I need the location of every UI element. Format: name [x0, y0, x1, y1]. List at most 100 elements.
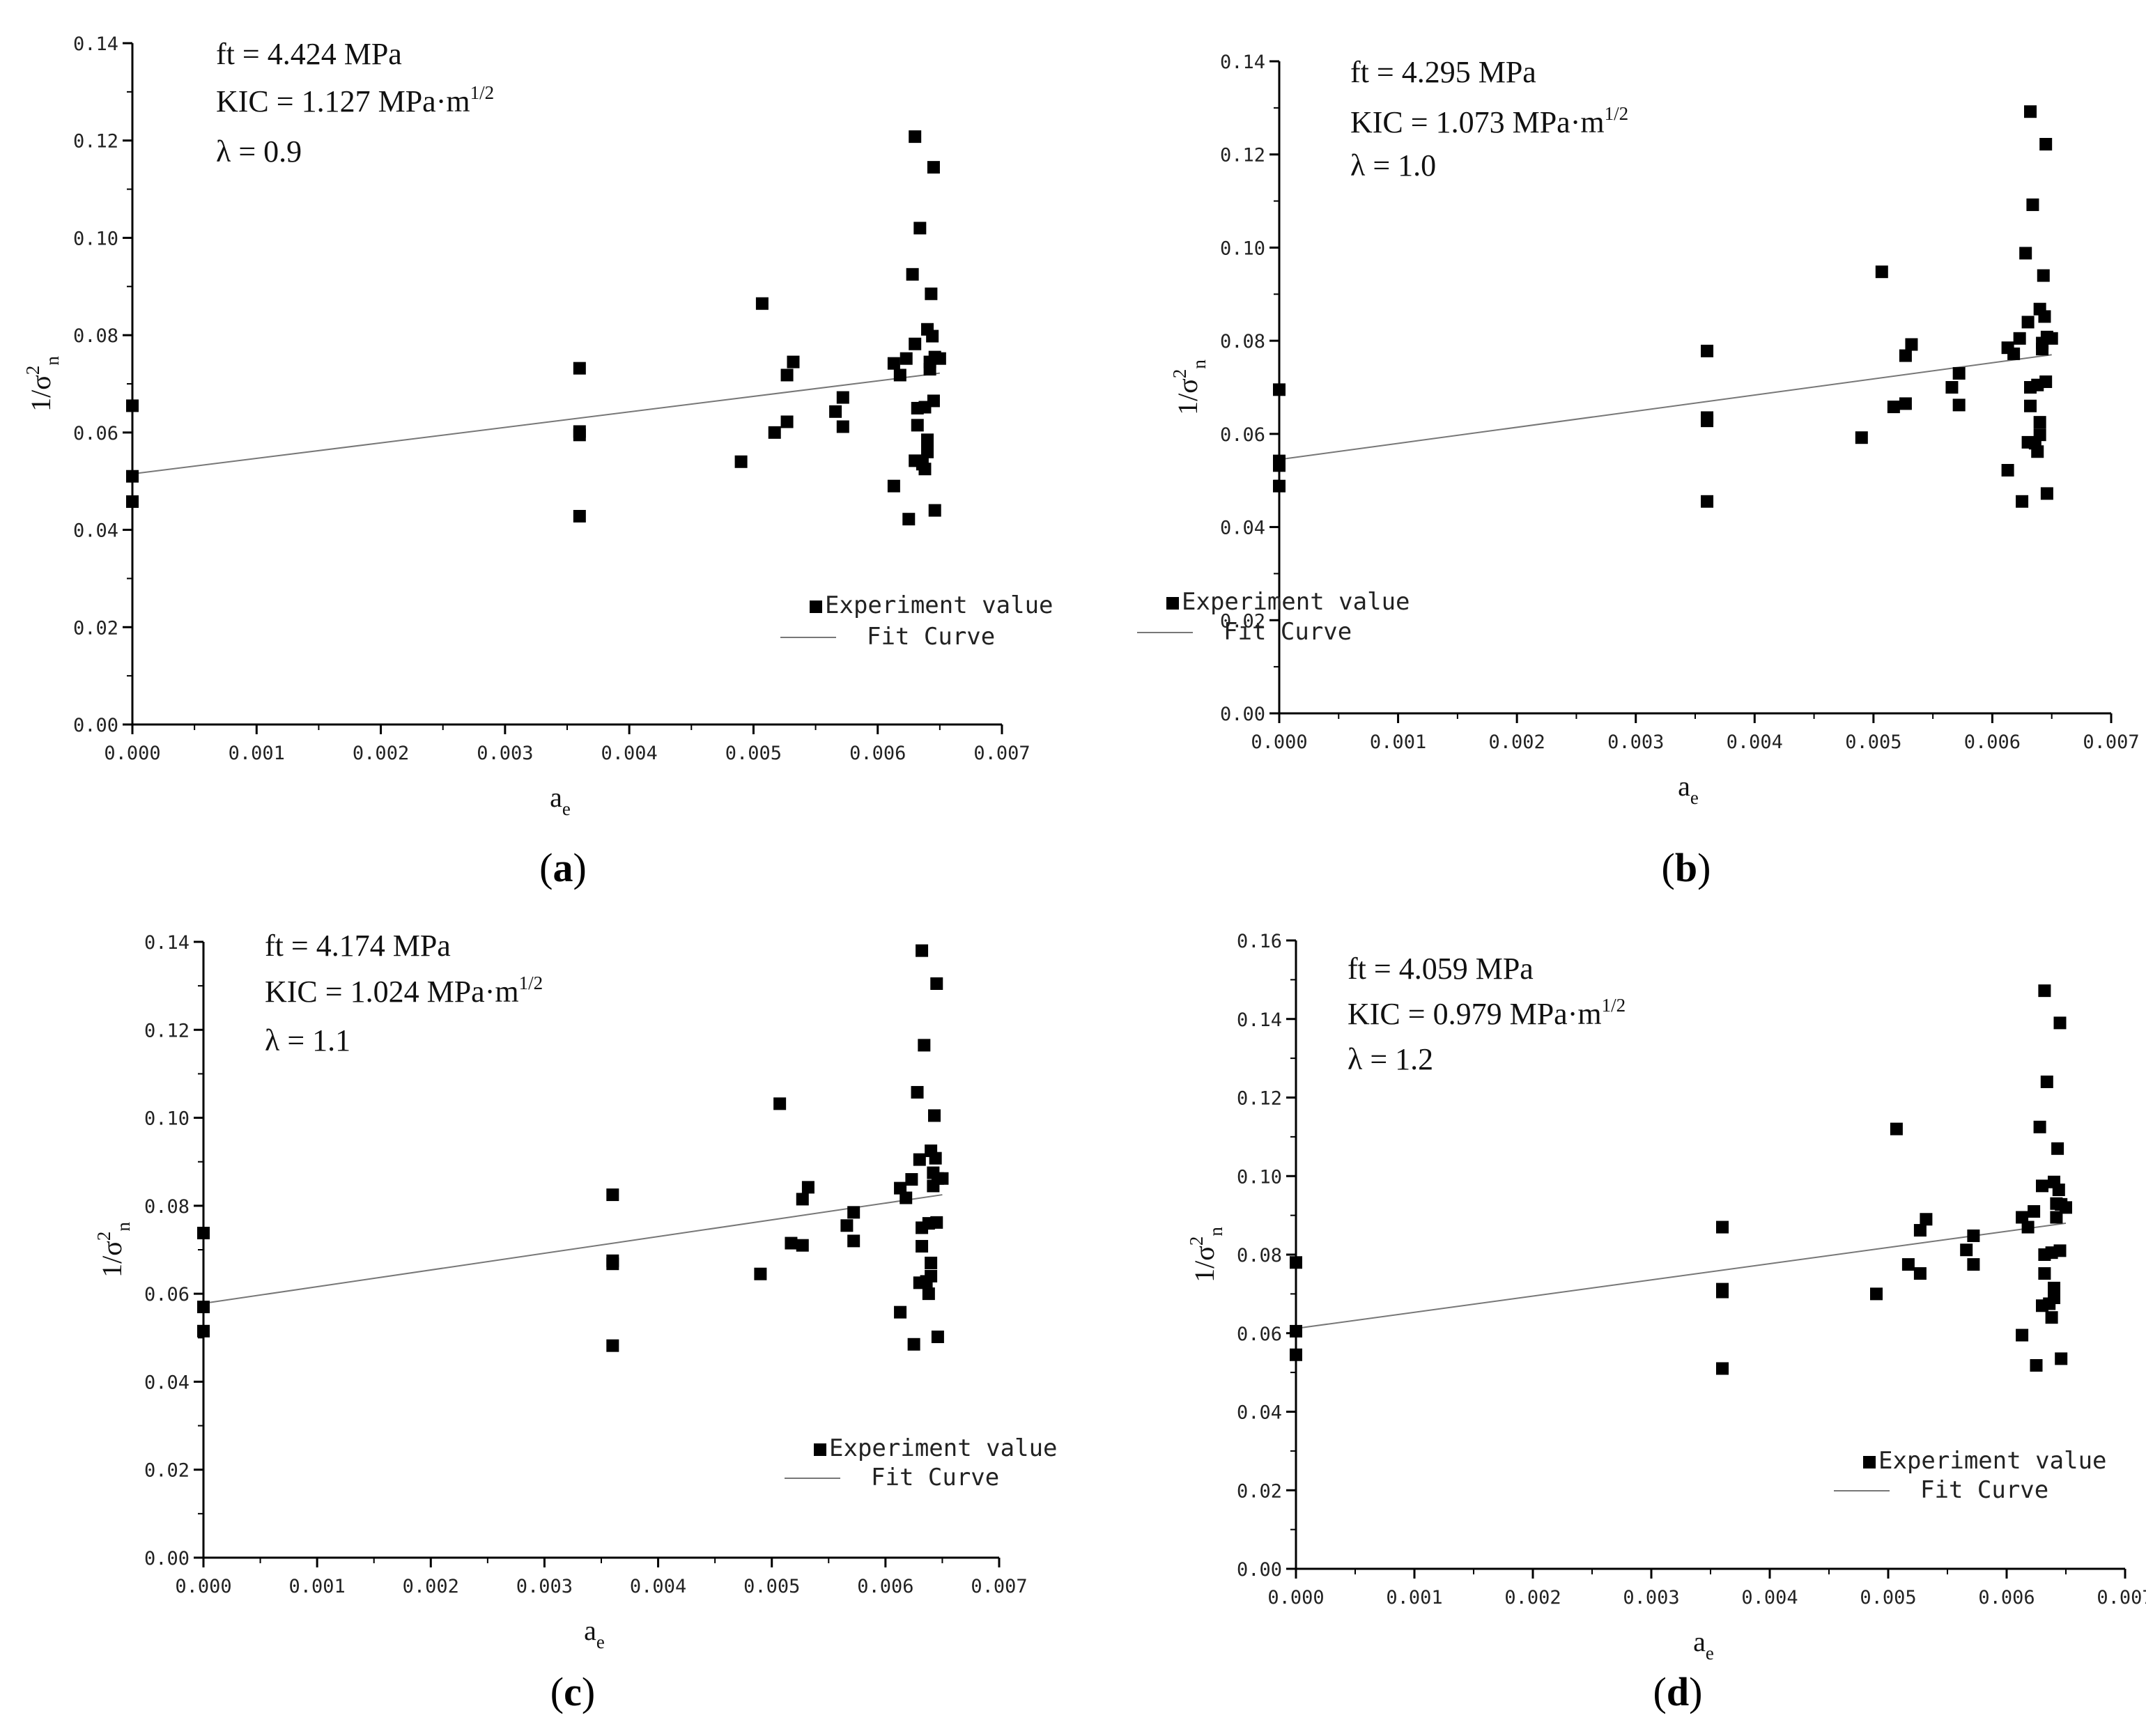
annotation-lambda: λ = 1.0: [1350, 148, 1436, 183]
data-point: [2045, 332, 2058, 345]
annotation-lambda: λ = 0.9: [216, 134, 302, 169]
data-point: [1701, 414, 1714, 428]
y-tick-label: 0.16: [1237, 931, 1282, 952]
annotation-kic-main: KIC = 1.073 MPa·m: [1350, 105, 1605, 139]
y-tick-label: 0.02: [1220, 610, 1265, 632]
data-point: [906, 268, 919, 281]
x-tick-label: 0.002: [1489, 731, 1545, 753]
data-point: [1875, 265, 1888, 279]
data-point: [1890, 1122, 1903, 1136]
data-point: [2036, 343, 2049, 356]
x-tick-label: 0.002: [403, 1576, 459, 1597]
data-point: [2060, 1201, 2072, 1214]
data-point: [606, 1257, 619, 1271]
panel-label-letter: d: [1667, 1669, 1689, 1714]
data-point: [801, 1181, 815, 1194]
data-point: [1960, 1243, 1973, 1257]
data-point: [2048, 1281, 2060, 1294]
annotation-kic-sup: 1/2: [519, 972, 543, 993]
y-tick-label: 0.08: [73, 325, 118, 347]
data-point: [2026, 198, 2039, 211]
data-point: [2016, 495, 2029, 508]
data-point: [847, 1206, 860, 1219]
x-tick-label: 0.000: [1267, 1587, 1324, 1609]
data-point: [894, 1305, 907, 1319]
y-axis-label-sub: n: [42, 356, 63, 366]
data-point: [785, 1237, 798, 1250]
panel-label-letter: a: [553, 845, 573, 890]
data-point: [2039, 375, 2053, 388]
data-point: [911, 1085, 924, 1099]
data-point: [773, 1097, 787, 1110]
panel-label-open: (: [550, 1669, 564, 1714]
data-point: [916, 1239, 929, 1253]
data-point: [1855, 431, 1868, 444]
data-point: [925, 287, 938, 300]
x-tick-label: 0.001: [229, 743, 285, 764]
y-tick-label: 0.12: [1237, 1088, 1282, 1110]
data-point: [2050, 1211, 2063, 1224]
data-point: [2031, 445, 2044, 458]
panel-label-letter: c: [564, 1669, 582, 1714]
y-tick-label: 0.14: [144, 932, 190, 954]
data-point: [2007, 347, 2021, 360]
x-axis-label: ae: [1693, 1626, 1714, 1664]
x-tick-label: 0.002: [1504, 1587, 1561, 1609]
panel-label-close: ): [582, 1669, 595, 1714]
data-point: [923, 363, 936, 376]
annotation-ft: ft = 4.424 MPa: [216, 37, 402, 71]
x-axis-label: ae: [1678, 770, 1699, 808]
data-point: [787, 355, 800, 369]
data-point: [1701, 344, 1714, 357]
panel-label: (c): [550, 1669, 595, 1714]
fit-line: [203, 1194, 943, 1305]
y-tick-label: 0.10: [1220, 238, 1265, 259]
annotation-kic-main: KIC = 1.024 MPa·m: [265, 975, 519, 1009]
data-point: [1290, 1256, 1302, 1269]
data-point: [2019, 247, 2032, 260]
x-axis-label: ae: [584, 1615, 605, 1652]
annotation-kic-main: KIC = 0.979 MPa·m: [1348, 997, 1602, 1031]
x-tick-label: 0.006: [1964, 731, 2021, 753]
x-tick-label: 0.004: [601, 743, 658, 764]
fit-line: [132, 372, 940, 475]
data-point: [1913, 1267, 1927, 1280]
y-tick-label: 0.00: [1220, 704, 1265, 725]
panel-label-close: ): [573, 845, 587, 890]
y-tick-label: 0.06: [144, 1284, 190, 1305]
y-tick-label: 0.10: [144, 1108, 190, 1130]
data-point: [900, 1191, 913, 1204]
data-point: [755, 297, 769, 310]
data-point: [1899, 349, 1912, 362]
data-point: [933, 352, 946, 365]
data-point: [1913, 1224, 1927, 1237]
data-point: [894, 1181, 907, 1195]
data-point: [768, 426, 781, 439]
data-point: [606, 1339, 619, 1352]
data-point: [918, 1039, 931, 1052]
data-point: [2021, 316, 2035, 329]
data-point: [2024, 399, 2037, 412]
legend-marker: [814, 1443, 826, 1456]
legend-fit-label: Fit Curve: [1223, 618, 1352, 646]
y-tick-label: 0.12: [73, 131, 118, 153]
panel-label: (a): [539, 845, 587, 890]
y-axis-label-sub: n: [1205, 1227, 1226, 1237]
y-axis-label: 1/σ2n: [22, 356, 63, 412]
x-axis-label-main: a: [550, 782, 562, 813]
annotation-lambda: λ = 1.2: [1348, 1042, 1433, 1076]
legend-experiment-label: Experiment value: [829, 1434, 1058, 1462]
data-point: [1273, 383, 1286, 396]
legend-experiment-label: Experiment value: [1182, 588, 1410, 616]
data-point: [1887, 401, 1900, 414]
data-point: [909, 337, 922, 350]
data-point: [887, 357, 900, 370]
x-tick-label: 0.003: [1623, 1587, 1679, 1609]
data-point: [2016, 1328, 2029, 1342]
y-axis-label-main: 1/σ: [25, 375, 56, 412]
y-axis-label-main: 1/σ: [1172, 378, 1203, 415]
data-point: [2039, 138, 2053, 151]
y-axis-label-sup: 2: [22, 366, 43, 375]
annotation-lambda: λ = 1.1: [265, 1023, 350, 1057]
data-point: [921, 445, 934, 458]
